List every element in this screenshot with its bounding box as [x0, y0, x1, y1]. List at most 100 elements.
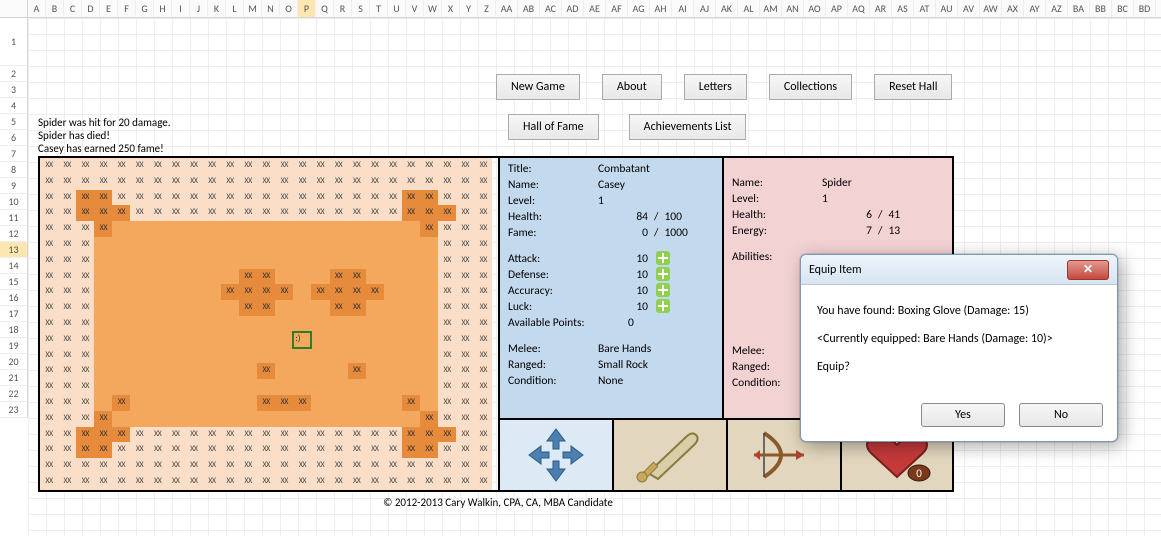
map-cell[interactable]	[203, 253, 221, 269]
map-cell[interactable]	[221, 411, 239, 427]
column-header[interactable]: AP	[826, 0, 848, 17]
map-cell[interactable]: XX	[366, 190, 384, 206]
map-cell[interactable]: XX	[185, 205, 203, 221]
hall-of-fame-button[interactable]: Hall of Fame	[508, 114, 599, 140]
map-cell[interactable]	[167, 332, 185, 348]
map-cell[interactable]	[185, 395, 203, 411]
map-cell[interactable]	[348, 379, 366, 395]
map-cell[interactable]	[94, 253, 112, 269]
map-cell[interactable]: XX	[348, 363, 366, 379]
column-header[interactable]: AE	[584, 0, 606, 17]
map-cell[interactable]	[275, 269, 293, 285]
map-cell[interactable]: XX	[420, 411, 438, 427]
map-cell[interactable]: XX	[438, 205, 456, 221]
map-cell[interactable]	[149, 300, 167, 316]
map-cell[interactable]	[311, 237, 329, 253]
melee-action-button[interactable]	[614, 420, 728, 490]
map-cell[interactable]	[275, 221, 293, 237]
map-cell[interactable]: XX	[311, 427, 329, 443]
map-cell[interactable]: XX	[167, 158, 185, 174]
map-cell[interactable]: XX	[456, 158, 474, 174]
map-cell[interactable]: XX	[221, 205, 239, 221]
map-cell[interactable]: XX	[275, 395, 293, 411]
map-cell[interactable]: XX	[420, 427, 438, 443]
column-header[interactable]: AV	[958, 0, 980, 17]
map-cell[interactable]	[130, 300, 148, 316]
map-cell[interactable]	[185, 348, 203, 364]
map-cell[interactable]: XX	[94, 474, 112, 490]
map-cell[interactable]: XX	[40, 442, 58, 458]
map-cell[interactable]	[402, 300, 420, 316]
map-cell[interactable]: XX	[58, 300, 76, 316]
map-cell[interactable]	[330, 348, 348, 364]
map-cell[interactable]	[149, 237, 167, 253]
map-cell[interactable]: XX	[293, 158, 311, 174]
map-cell[interactable]: XX	[149, 458, 167, 474]
map-cell[interactable]	[112, 253, 130, 269]
map-cell[interactable]	[366, 332, 384, 348]
map-cell[interactable]: XX	[257, 205, 275, 221]
map-cell[interactable]	[167, 269, 185, 285]
map-cell[interactable]	[257, 316, 275, 332]
column-header[interactable]: AJ	[694, 0, 716, 17]
map-cell[interactable]	[221, 332, 239, 348]
map-cell[interactable]: XX	[130, 158, 148, 174]
map-cell[interactable]: XX	[76, 221, 94, 237]
map-cell[interactable]	[402, 253, 420, 269]
column-header[interactable]: AA	[496, 0, 518, 17]
map-cell[interactable]: XX	[456, 442, 474, 458]
map-cell[interactable]	[167, 316, 185, 332]
map-cell[interactable]: XX	[40, 237, 58, 253]
map-cell[interactable]	[384, 332, 402, 348]
map-cell[interactable]: XX	[76, 269, 94, 285]
map-cell[interactable]: XX	[366, 442, 384, 458]
map-cell[interactable]	[149, 221, 167, 237]
map-cell[interactable]	[112, 379, 130, 395]
map-cell[interactable]: XX	[438, 411, 456, 427]
map-cell[interactable]: XX	[438, 221, 456, 237]
map-cell[interactable]	[221, 379, 239, 395]
column-header[interactable]: BB	[1090, 0, 1112, 17]
map-cell[interactable]	[203, 363, 221, 379]
map-cell[interactable]	[239, 237, 257, 253]
column-header[interactable]: AY	[1024, 0, 1046, 17]
map-cell[interactable]: XX	[330, 190, 348, 206]
map-cell[interactable]: XX	[330, 158, 348, 174]
map-cell[interactable]: XX	[438, 458, 456, 474]
map-cell[interactable]: XX	[474, 332, 492, 348]
map-cell[interactable]	[167, 221, 185, 237]
map-cell[interactable]	[112, 316, 130, 332]
map-cell[interactable]: XX	[76, 190, 94, 206]
map-cell[interactable]: XX	[402, 174, 420, 190]
map-cell[interactable]: XX	[474, 363, 492, 379]
map-cell[interactable]: XX	[275, 205, 293, 221]
map-cell[interactable]: XX	[130, 474, 148, 490]
map-cell[interactable]	[366, 316, 384, 332]
map-cell[interactable]	[293, 300, 311, 316]
map-cell[interactable]: XX	[112, 205, 130, 221]
row-header[interactable]: 12	[0, 226, 28, 242]
map-cell[interactable]: XX	[203, 158, 221, 174]
map-cell[interactable]: XX	[384, 458, 402, 474]
map-cell[interactable]	[239, 395, 257, 411]
row-header[interactable]: 22	[0, 386, 28, 402]
map-cell[interactable]: XX	[40, 348, 58, 364]
map-cell[interactable]: XX	[456, 332, 474, 348]
row-header[interactable]: 16	[0, 290, 28, 306]
map-cell[interactable]: XX	[456, 395, 474, 411]
map-cell[interactable]: XX	[311, 190, 329, 206]
map-cell[interactable]: XX	[438, 379, 456, 395]
map-cell[interactable]: XX	[474, 221, 492, 237]
map-cell[interactable]	[366, 411, 384, 427]
map-cell[interactable]: XX	[76, 395, 94, 411]
map-cell[interactable]: XX	[149, 427, 167, 443]
map-cell[interactable]	[167, 379, 185, 395]
map-cell[interactable]: XX	[221, 458, 239, 474]
map-cell[interactable]: XX	[456, 284, 474, 300]
map-cell[interactable]: XX	[384, 427, 402, 443]
map-cell[interactable]: XX	[402, 395, 420, 411]
map-cell[interactable]: XX	[130, 427, 148, 443]
map-cell[interactable]: XX	[420, 458, 438, 474]
map-cell[interactable]	[149, 348, 167, 364]
map-cell[interactable]: XX	[330, 269, 348, 285]
